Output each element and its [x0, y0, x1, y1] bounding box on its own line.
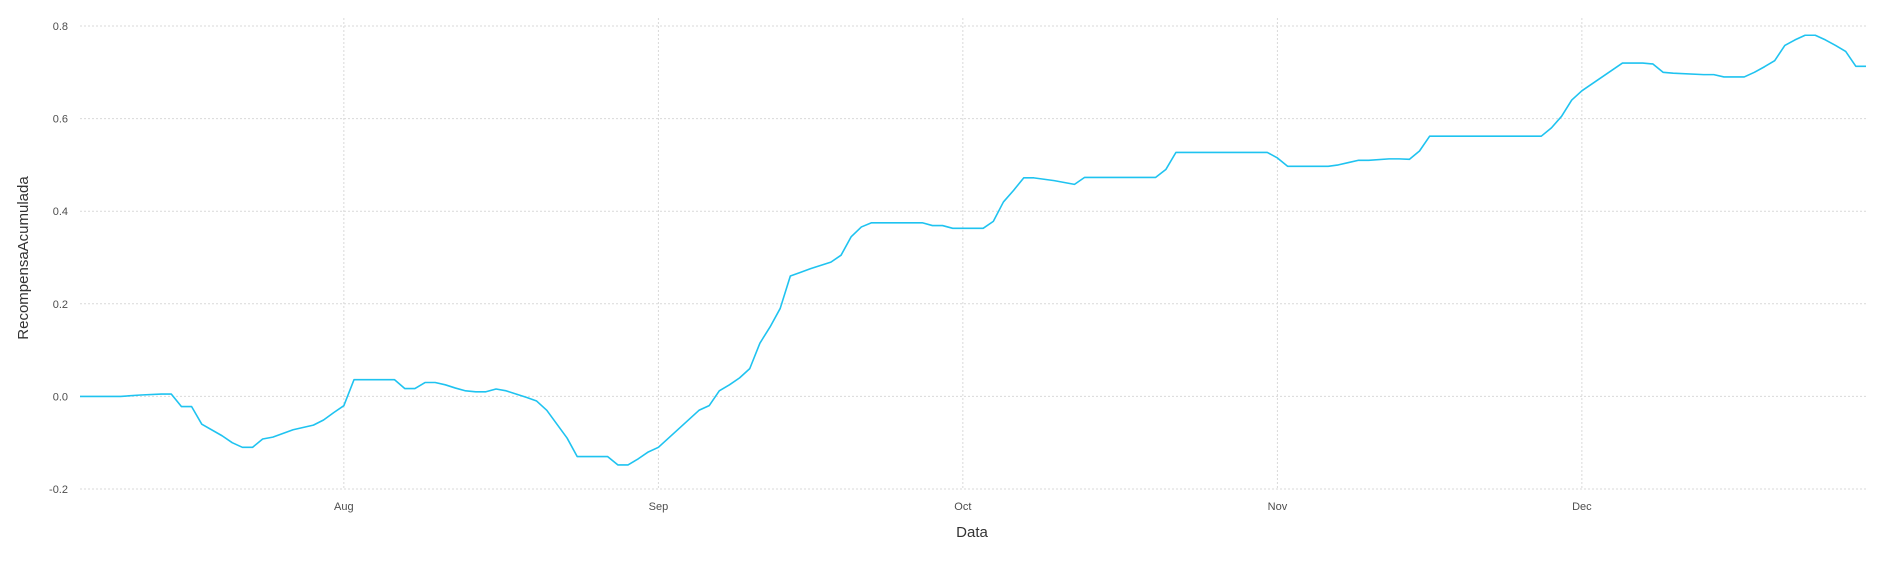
grid-layer: [80, 18, 1866, 490]
y-tick-label-5: 0.8: [53, 21, 68, 33]
x-tick-label-4: Dec: [1572, 501, 1592, 513]
x-tick-label-2: Oct: [954, 501, 971, 513]
y-tick-label-0: -0.2: [49, 484, 68, 496]
y-tick-label-1: 0.0: [53, 391, 68, 403]
x-tick-label-0: Aug: [334, 501, 354, 513]
y-tick-label-2: 0.2: [53, 299, 68, 311]
y-tick-label-4: 0.6: [53, 114, 68, 126]
series-layer: [80, 34, 1866, 466]
x-tick-label-3: Nov: [1268, 501, 1288, 513]
y-tick-label-3: 0.4: [53, 206, 68, 218]
series-line-0: [80, 34, 1866, 466]
x-tick-label-1: Sep: [649, 501, 669, 513]
tick-label-layer: -0.2 0.0 0.2 0.4 0.6 0.8 Aug Sep Oct Nov Dec: [49, 21, 1592, 513]
x-axis-title: Data: [956, 524, 988, 541]
y-axis-title: RecompensaAcumulada: [15, 176, 32, 340]
